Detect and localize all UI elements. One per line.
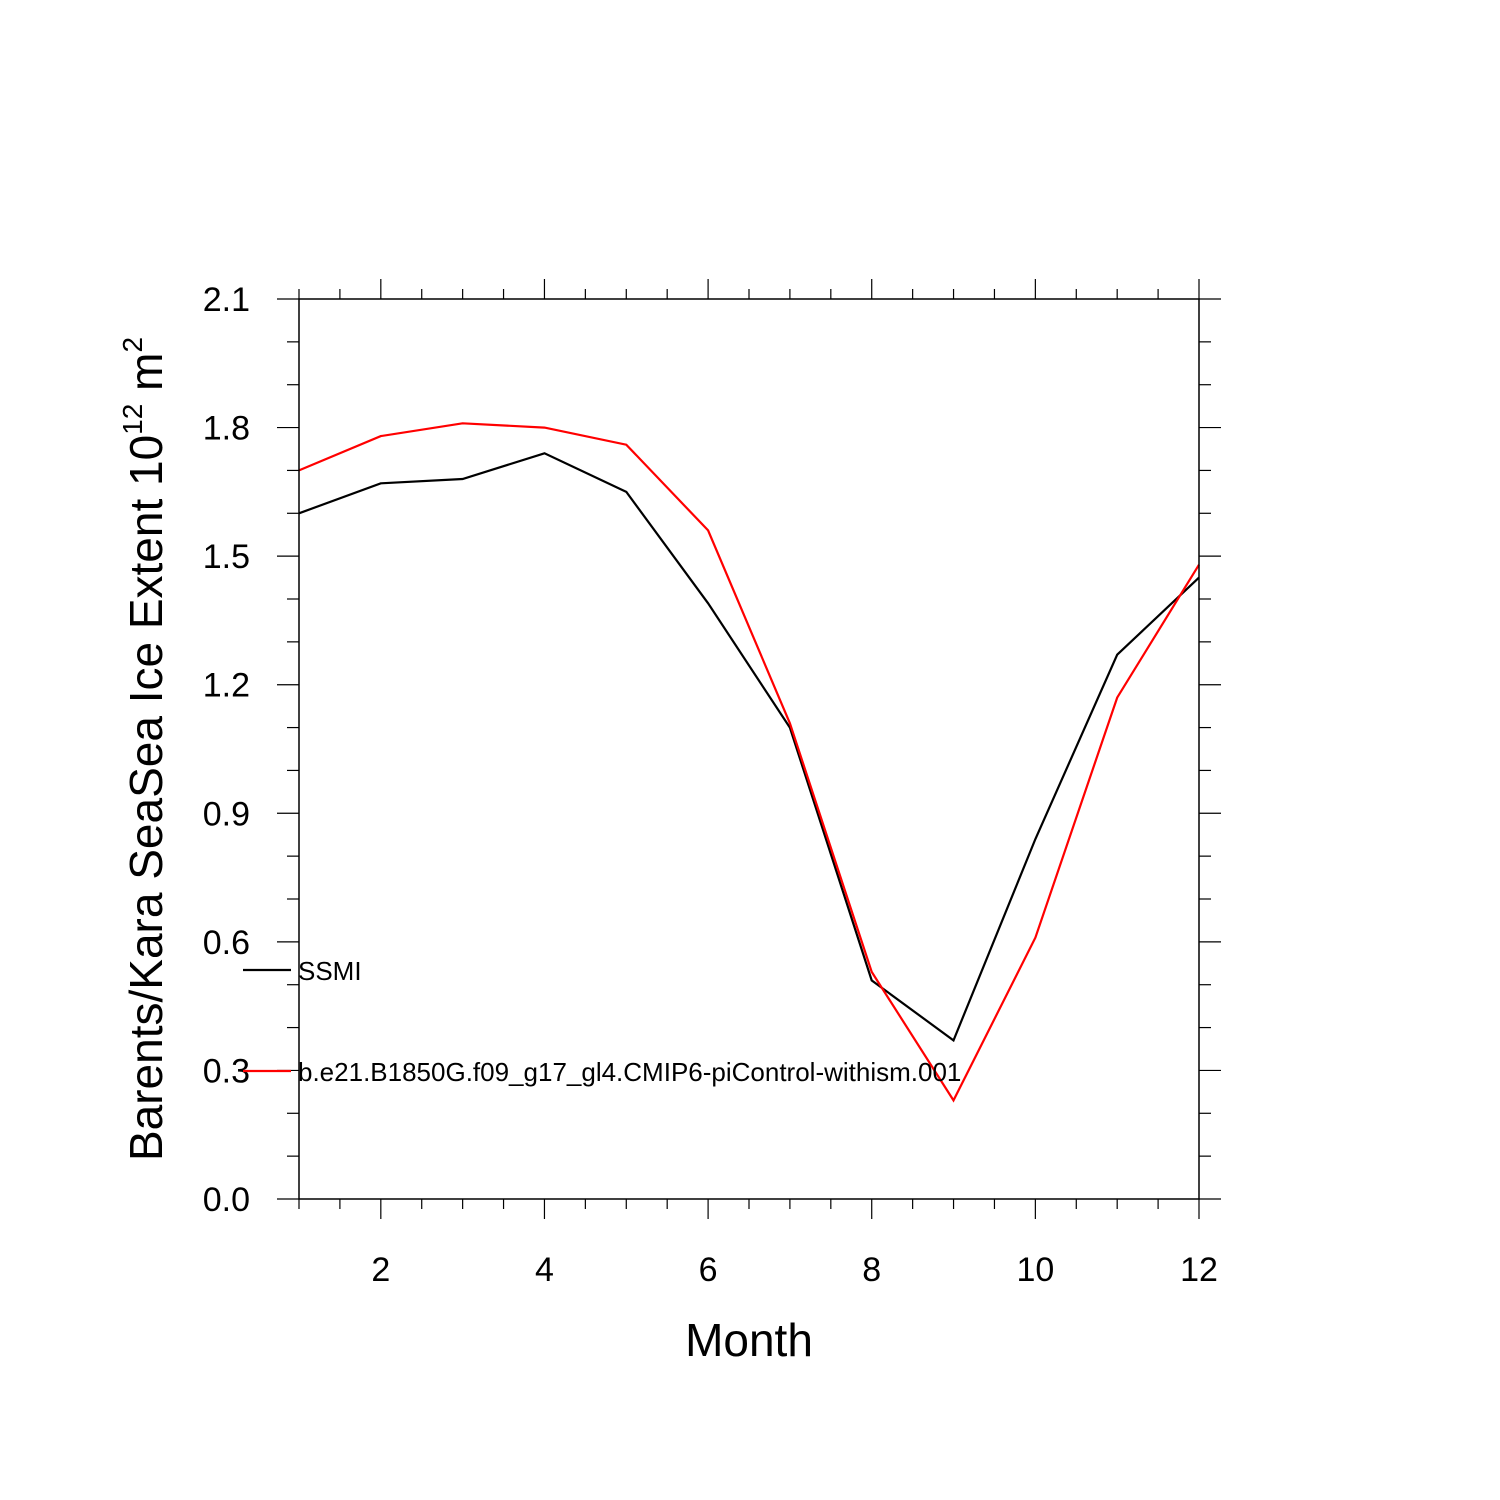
y-tick-label: 0.6 (203, 924, 250, 962)
legend: SSMI b.e21.B1850G.f09_g17_gl4.CMIP6-piCon… (243, 956, 961, 1087)
x-tick-label: 6 (699, 1251, 718, 1289)
y-tick-label: 1.8 (203, 410, 250, 448)
series-line-ssmi (298, 452, 1200, 1043)
legend-label: SSMI (298, 956, 362, 986)
y-axis-title: Barents/Kara SeaSea Ice Extent 1012 m2 (117, 337, 172, 1161)
y-tick-label: 1.2 (203, 667, 250, 705)
legend-label: b.e21.B1850G.f09_g17_gl4.CMIP6-piControl… (298, 1057, 961, 1087)
y-tick-label: 0.0 (203, 1181, 250, 1219)
y-tick-label: 0.9 (203, 795, 250, 833)
y-axis-title-exponent: 12 (117, 404, 148, 435)
x-tick-label: 8 (862, 1251, 881, 1289)
y-axis-title-unit-exponent: 2 (117, 337, 148, 353)
x-tick-label: 4 (535, 1251, 554, 1289)
series-line-model (298, 422, 1200, 1103)
y-axis-title-main: Barents/Kara SeaSea Ice Extent 10 (120, 435, 172, 1161)
series-layer (298, 422, 1200, 1103)
y-tick-label: 0.3 (203, 1052, 250, 1090)
ticks-layer (277, 279, 1221, 1219)
x-tick-label: 10 (1016, 1251, 1054, 1289)
tick-labels-layer: 2 4 6 8 10 12 0.0 0.3 0.6 0.9 1.2 1.5 1.8 2.1 (203, 281, 1218, 1289)
x-tick-label: 2 (371, 1251, 390, 1289)
y-tick-label: 2.1 (203, 281, 250, 319)
x-tick-label: 12 (1180, 1251, 1218, 1289)
y-tick-label: 1.5 (203, 538, 250, 576)
x-axis-title: Month (685, 1314, 813, 1366)
y-axis-title-unit: m (120, 353, 172, 404)
